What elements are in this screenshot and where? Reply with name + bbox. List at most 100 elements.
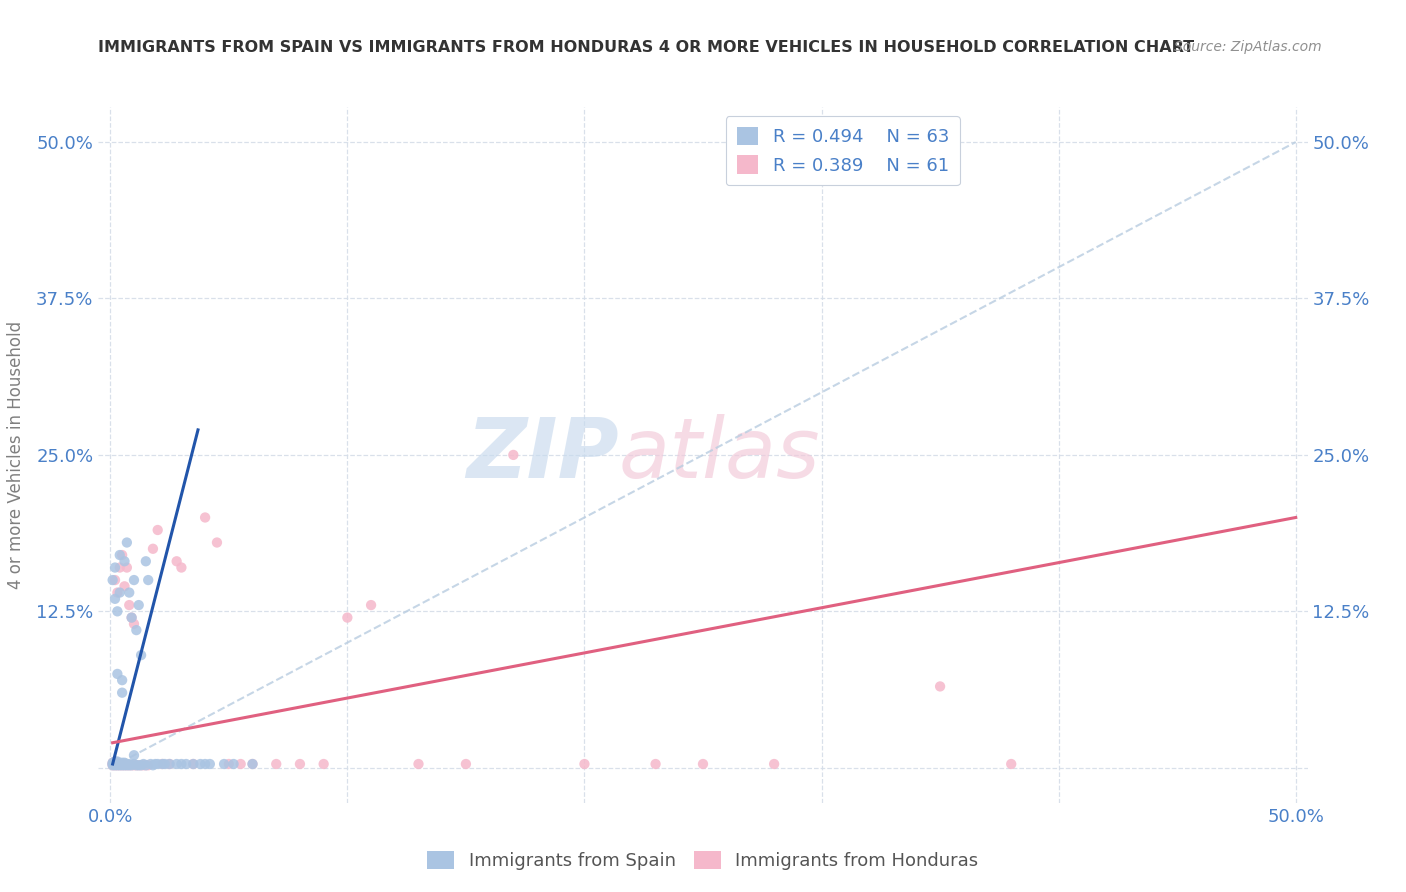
Point bbox=[128, 598, 150, 612]
Point bbox=[763, 757, 786, 772]
Point bbox=[105, 758, 128, 772]
Point bbox=[122, 748, 145, 763]
Text: atlas: atlas bbox=[619, 415, 820, 495]
Point bbox=[114, 756, 136, 770]
Point bbox=[111, 673, 134, 688]
Point bbox=[135, 758, 157, 772]
Point bbox=[111, 757, 134, 772]
Point bbox=[136, 758, 159, 772]
Point bbox=[159, 757, 181, 772]
Point bbox=[152, 757, 174, 772]
Point bbox=[205, 535, 228, 549]
Point bbox=[104, 755, 127, 769]
Point bbox=[142, 541, 165, 556]
Point bbox=[229, 757, 252, 772]
Point bbox=[132, 758, 155, 772]
Point bbox=[101, 758, 124, 772]
Point bbox=[104, 758, 127, 772]
Point bbox=[104, 573, 127, 587]
Point bbox=[115, 535, 138, 549]
Point bbox=[153, 757, 176, 772]
Point bbox=[101, 573, 124, 587]
Point bbox=[101, 756, 124, 770]
Point bbox=[108, 757, 131, 772]
Point bbox=[105, 758, 128, 772]
Point bbox=[101, 756, 124, 770]
Point bbox=[128, 758, 150, 772]
Point bbox=[104, 757, 127, 772]
Point bbox=[111, 686, 134, 700]
Point bbox=[118, 758, 141, 772]
Point bbox=[146, 757, 169, 772]
Point bbox=[111, 758, 134, 772]
Point bbox=[101, 757, 124, 772]
Point bbox=[929, 680, 952, 694]
Point bbox=[114, 554, 136, 568]
Point bbox=[101, 758, 124, 772]
Point bbox=[288, 757, 311, 772]
Point bbox=[159, 757, 181, 772]
Point bbox=[181, 757, 204, 772]
Point bbox=[105, 756, 128, 770]
Point bbox=[170, 757, 193, 772]
Point bbox=[218, 757, 240, 772]
Point bbox=[125, 758, 148, 772]
Point bbox=[336, 610, 359, 624]
Point bbox=[122, 573, 145, 587]
Point bbox=[166, 554, 188, 568]
Point bbox=[152, 757, 174, 772]
Y-axis label: 4 or more Vehicles in Household: 4 or more Vehicles in Household bbox=[7, 321, 25, 589]
Point bbox=[125, 623, 148, 637]
Point bbox=[142, 758, 165, 772]
Point bbox=[264, 757, 287, 772]
Point bbox=[118, 757, 141, 772]
Point bbox=[212, 757, 235, 772]
Point bbox=[125, 758, 148, 772]
Legend: Immigrants from Spain, Immigrants from Honduras: Immigrants from Spain, Immigrants from H… bbox=[420, 844, 986, 877]
Point bbox=[118, 758, 141, 772]
Point bbox=[104, 591, 127, 606]
Point bbox=[121, 758, 143, 772]
Point bbox=[115, 758, 138, 772]
Point bbox=[104, 757, 127, 772]
Point bbox=[181, 757, 204, 772]
Point bbox=[101, 757, 124, 772]
Point bbox=[105, 667, 128, 681]
Point bbox=[111, 756, 134, 770]
Point bbox=[312, 757, 335, 772]
Point bbox=[104, 756, 127, 770]
Point bbox=[129, 648, 152, 662]
Point bbox=[1000, 757, 1022, 772]
Point bbox=[114, 757, 136, 772]
Point bbox=[194, 510, 217, 524]
Point bbox=[135, 554, 157, 568]
Point bbox=[129, 758, 152, 772]
Point bbox=[198, 757, 221, 772]
Point bbox=[114, 579, 136, 593]
Point bbox=[114, 758, 136, 772]
Point bbox=[143, 757, 166, 772]
Point bbox=[108, 758, 131, 772]
Point bbox=[114, 758, 136, 772]
Point bbox=[105, 757, 128, 772]
Point bbox=[129, 758, 152, 772]
Point bbox=[104, 758, 127, 772]
Point bbox=[139, 757, 162, 772]
Point bbox=[104, 755, 127, 769]
Point bbox=[170, 560, 193, 574]
Point bbox=[146, 523, 169, 537]
Point bbox=[108, 585, 131, 599]
Point bbox=[122, 616, 145, 631]
Point bbox=[190, 757, 212, 772]
Point bbox=[136, 573, 159, 587]
Text: ZIP: ZIP bbox=[465, 415, 619, 495]
Point bbox=[121, 610, 143, 624]
Point bbox=[360, 598, 382, 612]
Point bbox=[105, 604, 128, 618]
Text: Source: ZipAtlas.com: Source: ZipAtlas.com bbox=[1174, 40, 1322, 54]
Point bbox=[115, 560, 138, 574]
Point bbox=[644, 757, 666, 772]
Point bbox=[108, 548, 131, 562]
Point bbox=[108, 758, 131, 772]
Point bbox=[128, 758, 150, 772]
